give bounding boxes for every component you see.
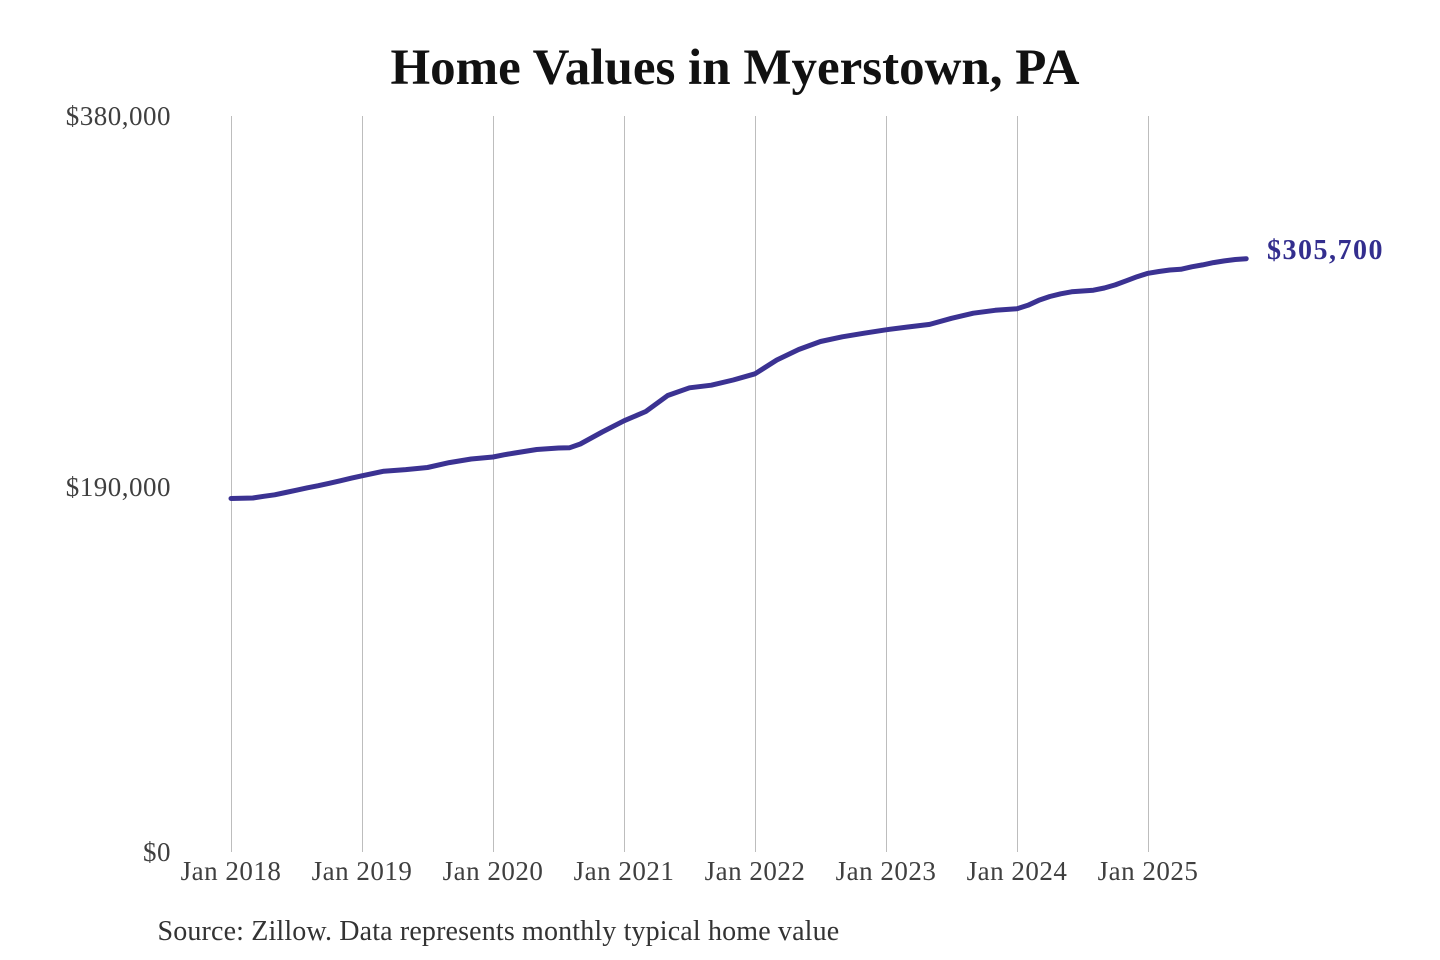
svg-text:Source: Zillow. Data represent: Source: Zillow. Data represents monthly … bbox=[158, 916, 840, 947]
svg-text:$0: $0 bbox=[143, 837, 171, 867]
svg-text:$305,700: $305,700 bbox=[1267, 235, 1384, 266]
svg-text:Jan 2024: Jan 2024 bbox=[967, 856, 1068, 886]
svg-text:Jan 2018: Jan 2018 bbox=[181, 856, 282, 886]
svg-text:Jan 2019: Jan 2019 bbox=[312, 856, 413, 886]
svg-text:Jan 2020: Jan 2020 bbox=[443, 856, 544, 886]
svg-text:$190,000: $190,000 bbox=[66, 472, 171, 502]
svg-text:Jan 2023: Jan 2023 bbox=[836, 856, 937, 886]
svg-text:Jan 2022: Jan 2022 bbox=[705, 856, 806, 886]
svg-text:Jan 2021: Jan 2021 bbox=[574, 856, 675, 886]
svg-text:Jan 2025: Jan 2025 bbox=[1098, 856, 1199, 886]
svg-text:Home Values in Myerstown, PA: Home Values in Myerstown, PA bbox=[391, 40, 1080, 96]
svg-text:$380,000: $380,000 bbox=[66, 101, 171, 131]
